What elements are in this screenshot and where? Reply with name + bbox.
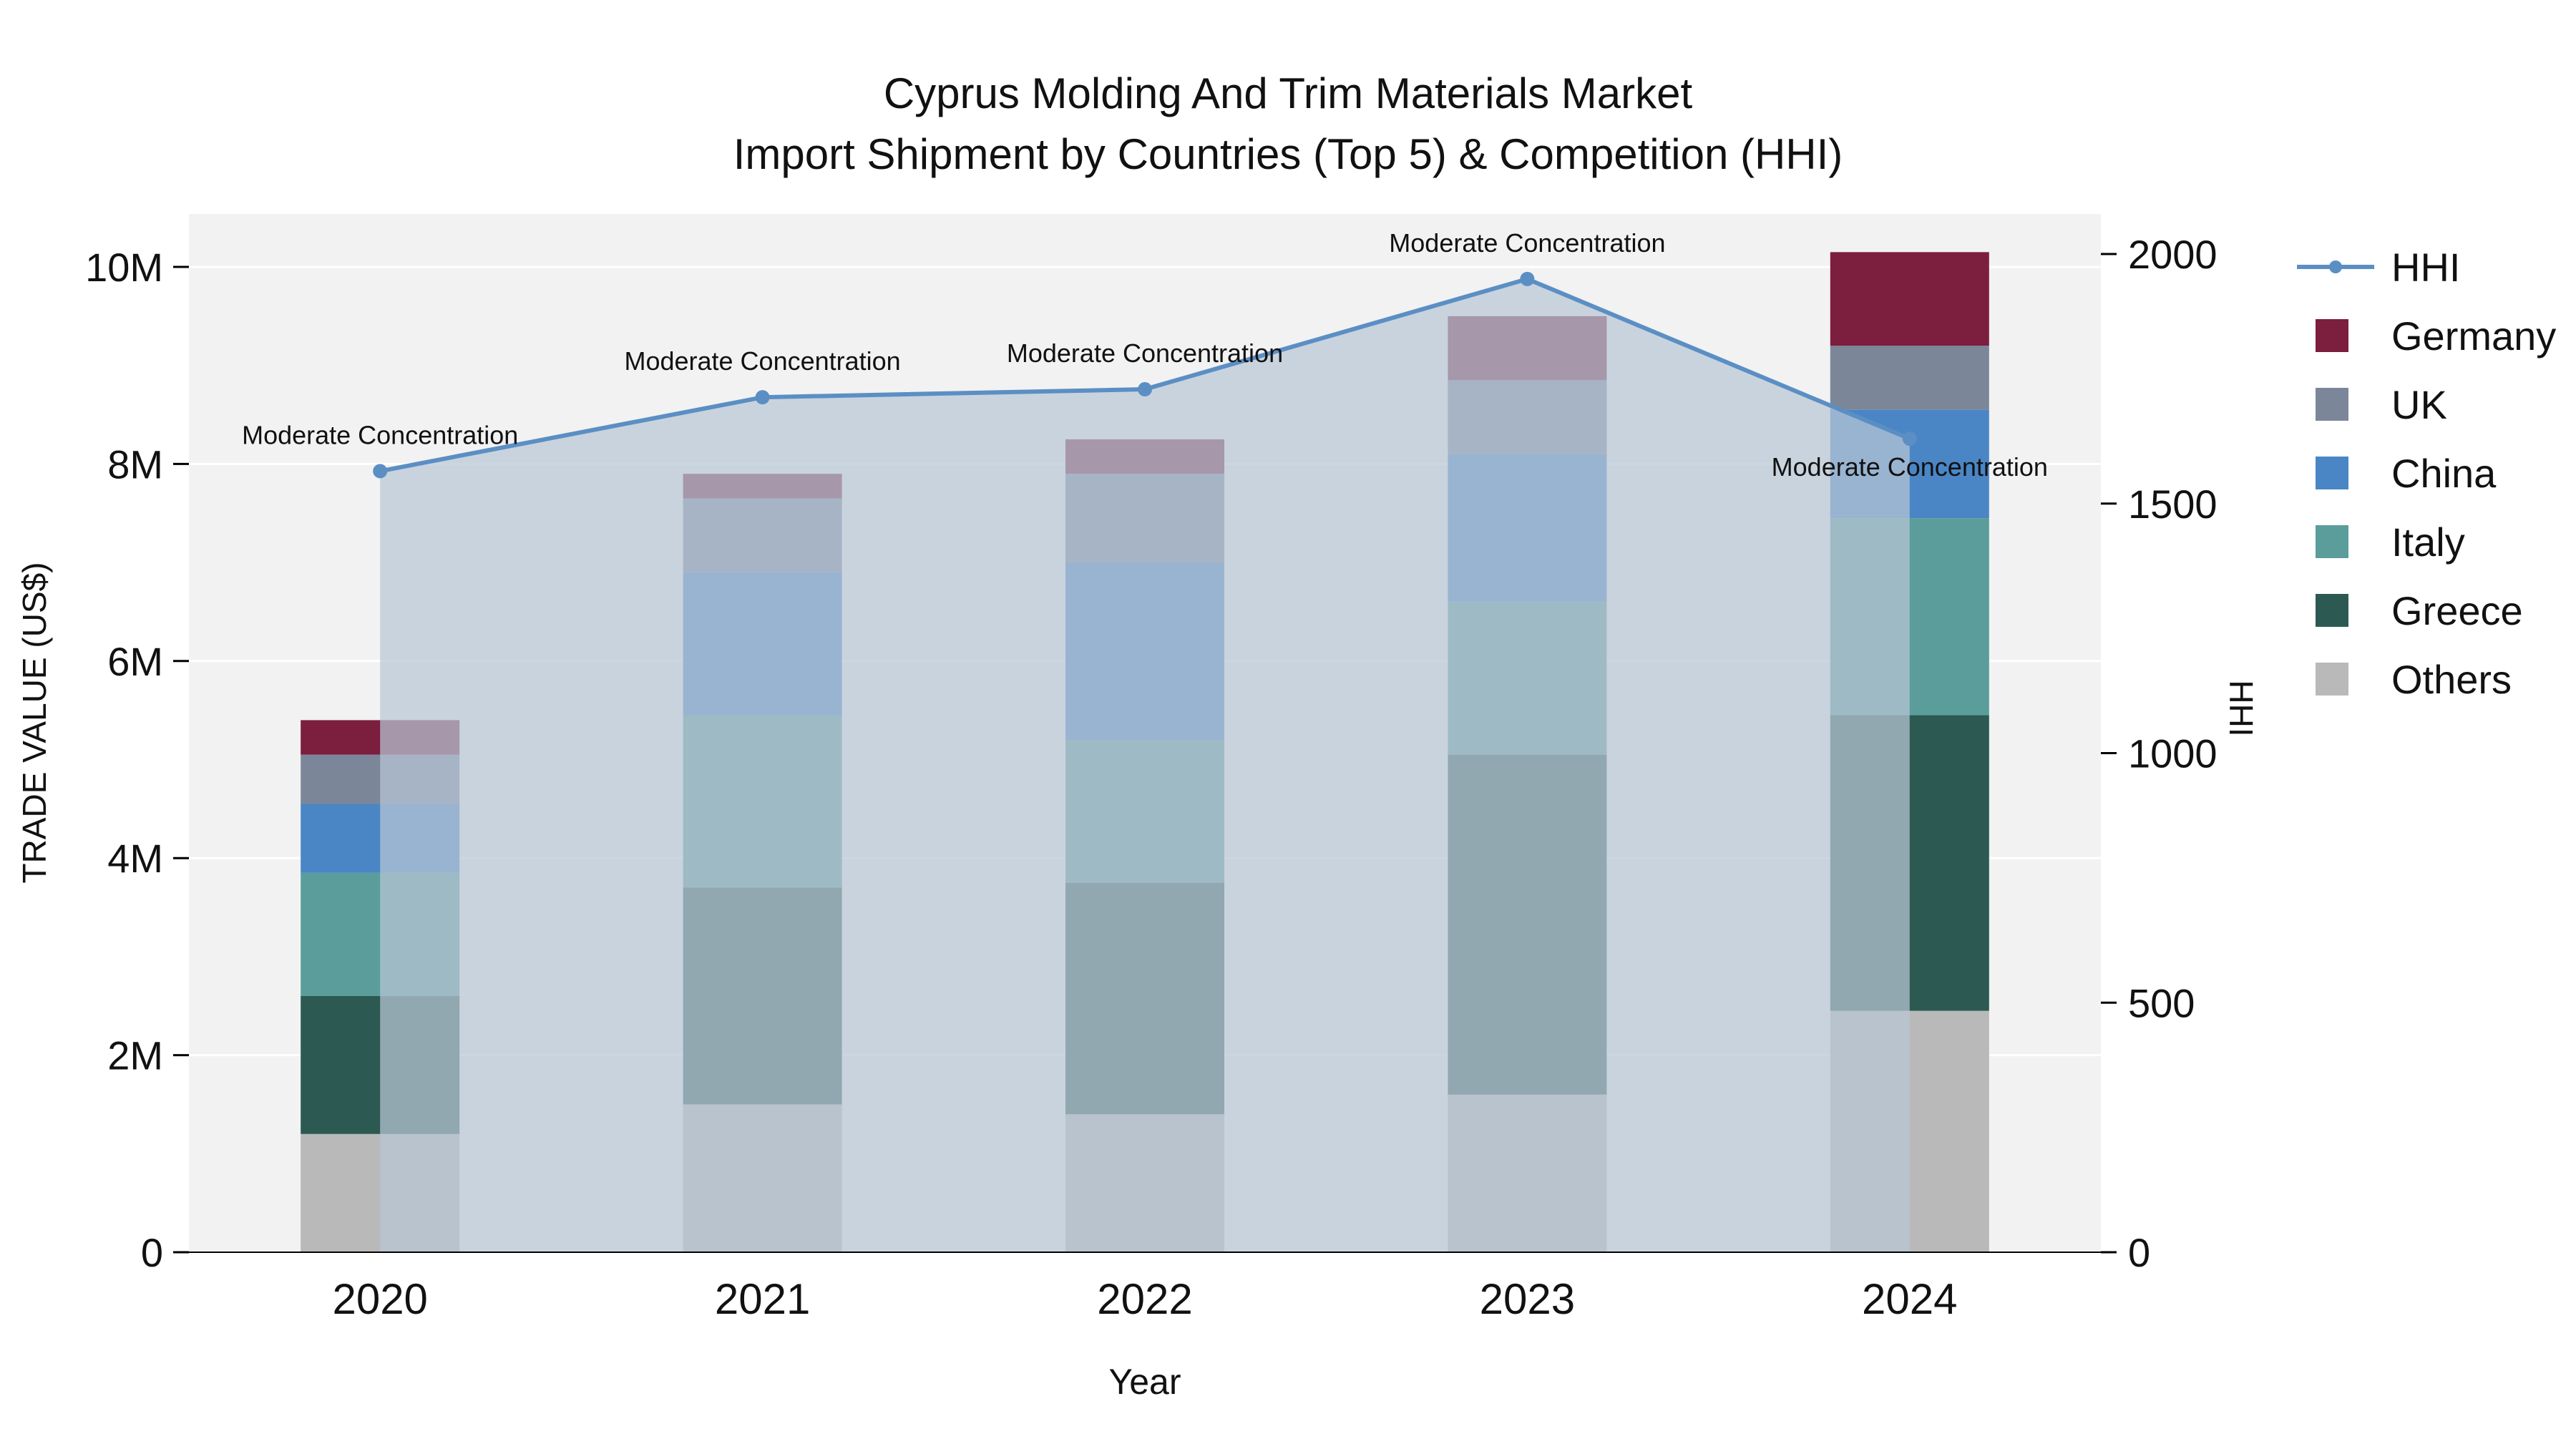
legend-swatch-icon	[2316, 663, 2348, 696]
hhi-marker	[1520, 271, 1535, 286]
y-left-tick-label: 6M	[107, 639, 163, 684]
x-tick-label-2022: 2022	[1097, 1275, 1192, 1323]
y-right-tick-label: 2000	[2128, 232, 2218, 277]
hhi-marker	[755, 390, 770, 405]
legend-label: Germany	[2391, 313, 2556, 358]
annotation-2020: Moderate Concentration	[242, 420, 518, 449]
x-axis-label: Year	[1108, 1362, 1181, 1402]
annotation-2021: Moderate Concentration	[624, 346, 900, 376]
y-right-tick-label: 1000	[2128, 731, 2218, 776]
legend-item-uk[interactable]: UK	[2316, 382, 2447, 427]
y-left-tick-label: 10M	[85, 245, 163, 290]
hhi-marker	[1138, 382, 1152, 397]
legend-item-italy[interactable]: Italy	[2316, 519, 2465, 565]
legend-label: UK	[2391, 382, 2447, 427]
bar-segment-germany-2024	[1830, 252, 1989, 346]
legend-line-dot-icon	[2329, 260, 2342, 273]
x-tick-label-2021: 2021	[715, 1275, 810, 1323]
legend-swatch-icon	[2316, 457, 2348, 489]
y-right-tick-label: 0	[2128, 1230, 2150, 1275]
annotation-2022: Moderate Concentration	[1007, 338, 1283, 368]
hhi-marker	[1902, 431, 1917, 447]
hhi-area	[380, 278, 1910, 1252]
x-tick-label-2023: 2023	[1480, 1275, 1575, 1323]
legend-label: Italy	[2391, 519, 2465, 565]
legend-item-greece[interactable]: Greece	[2316, 588, 2523, 633]
hhi-marker	[373, 464, 388, 479]
y-left-tick-label: 2M	[107, 1033, 163, 1078]
y-axis-left-label: TRADE VALUE (US$)	[16, 562, 53, 884]
bar-segment-uk-2024	[1830, 346, 1989, 410]
legend-label: China	[2391, 451, 2497, 496]
legend-swatch-icon	[2316, 594, 2348, 627]
chart-title-line1: Cyprus Molding And Trim Materials Market	[883, 69, 1693, 117]
chart-title: Cyprus Molding And Trim Materials Market…	[0, 63, 2576, 185]
legend-label: Others	[2391, 657, 2512, 702]
y-right-tick-label: 1500	[2128, 482, 2218, 527]
y-left-tick-label: 4M	[107, 836, 163, 881]
legend-item-germany[interactable]: Germany	[2316, 313, 2556, 358]
y-axis-right-label: HHI	[2223, 680, 2260, 737]
legend-item-hhi[interactable]: HHI	[2297, 245, 2460, 290]
legend-label: Greece	[2391, 588, 2523, 633]
x-tick-label-2020: 2020	[332, 1275, 427, 1323]
x-tick-label-2024: 2024	[1862, 1275, 1957, 1323]
legend-swatch-icon	[2316, 388, 2348, 421]
legend-label: HHI	[2391, 245, 2460, 290]
chart-title-line2: Import Shipment by Countries (Top 5) & C…	[733, 130, 1843, 179]
annotation-2024: Moderate Concentration	[1772, 452, 2048, 482]
y-left-tick-label: 8M	[107, 441, 163, 487]
y-right-tick-label: 500	[2128, 980, 2195, 1025]
annotation-2023: Moderate Concentration	[1389, 228, 1665, 258]
legend-swatch-icon	[2316, 525, 2348, 558]
legend-swatch-icon	[2316, 319, 2348, 352]
legend-item-china[interactable]: China	[2316, 451, 2497, 496]
legend-item-others[interactable]: Others	[2316, 657, 2512, 702]
y-left-tick-label: 0	[141, 1230, 163, 1275]
